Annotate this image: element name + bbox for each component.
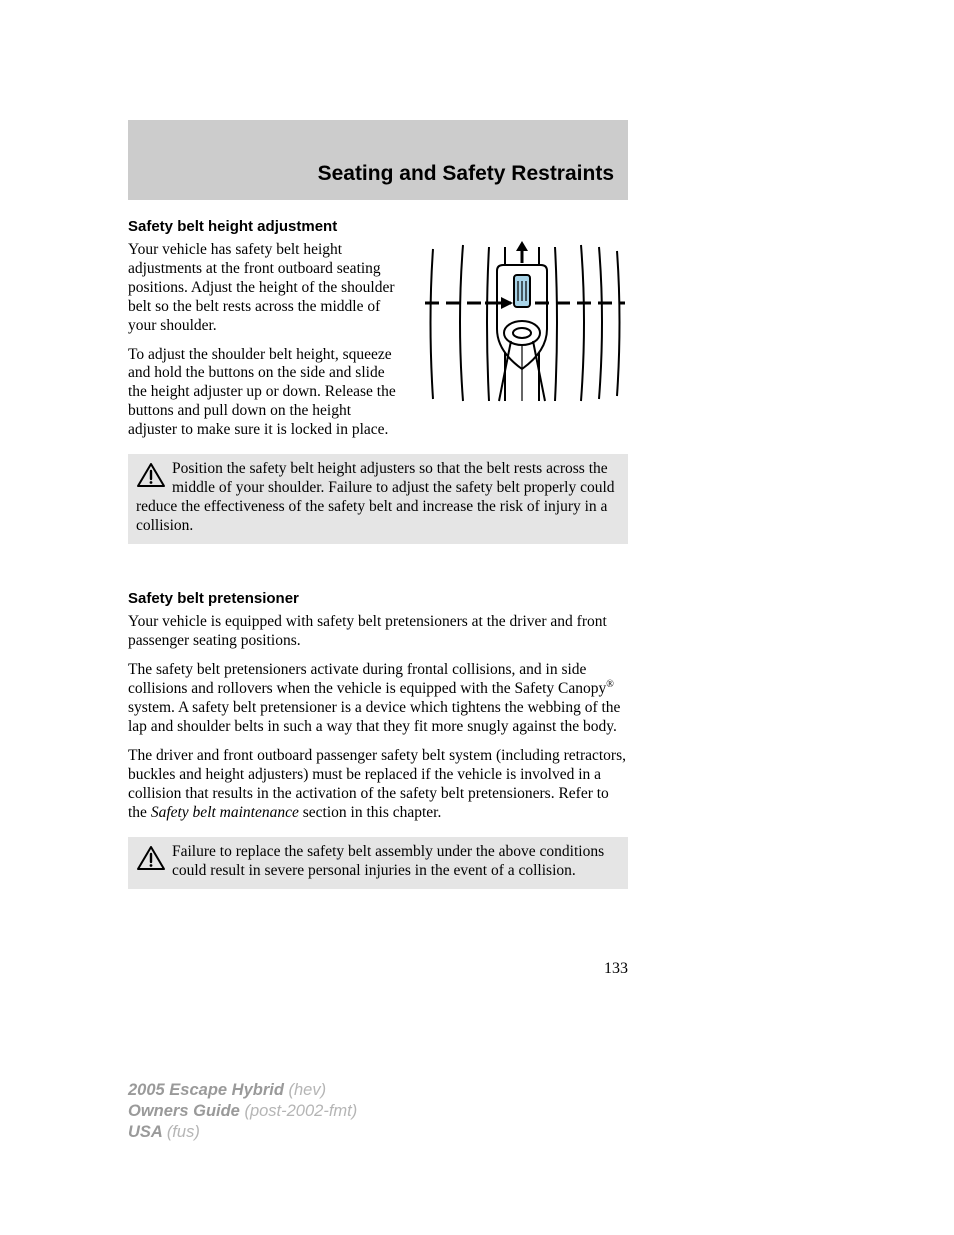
section2-warning-text: Failure to replace the safety belt assem… bbox=[136, 843, 620, 881]
section2-p3: The driver and front outboard passenger … bbox=[128, 747, 628, 823]
section2-p3-italic: Safety belt maintenance bbox=[151, 804, 299, 821]
registered-mark: ® bbox=[606, 679, 614, 690]
section1-text-column: Your vehicle has safety belt height adju… bbox=[128, 241, 403, 450]
section2-heading: Safety belt pretensioner bbox=[128, 590, 628, 607]
footer-block: 2005 Escape Hybrid (hev) Owners Guide (p… bbox=[128, 1080, 357, 1143]
section1-p2: To adjust the shoulder belt height, sque… bbox=[128, 346, 403, 441]
chapter-header-band: Seating and Safety Restraints bbox=[128, 120, 628, 200]
footer-guide-code: (post-2002-fmt) bbox=[244, 1102, 357, 1120]
footer-region: USA bbox=[128, 1123, 167, 1141]
section1-warning-text: Position the safety belt height adjuster… bbox=[136, 460, 620, 536]
footer-vehicle: 2005 Escape Hybrid bbox=[128, 1081, 289, 1099]
footer-guide: Owners Guide bbox=[128, 1102, 244, 1120]
belt-adjuster-figure bbox=[421, 241, 628, 403]
section2-p2: The safety belt pretensioners activate d… bbox=[128, 661, 628, 738]
section2-p2a: The safety belt pretensioners activate d… bbox=[128, 661, 606, 698]
section1-body-row: Your vehicle has safety belt height adju… bbox=[128, 241, 628, 450]
section2-warning-content: Failure to replace the safety belt assem… bbox=[172, 843, 604, 879]
section2-p1: Your vehicle is equipped with safety bel… bbox=[128, 613, 628, 651]
chapter-title: Seating and Safety Restraints bbox=[318, 162, 614, 186]
footer-line1: 2005 Escape Hybrid (hev) bbox=[128, 1080, 357, 1101]
section1-warning-box: Position the safety belt height adjuster… bbox=[128, 454, 628, 544]
section2-warning-box: Failure to replace the safety belt assem… bbox=[128, 837, 628, 889]
section1-warning-content: Position the safety belt height adjuster… bbox=[136, 460, 615, 534]
page-content: Safety belt height adjustment Your vehic… bbox=[128, 218, 628, 889]
section2-p3b: section in this chapter. bbox=[299, 804, 441, 821]
page-number: 133 bbox=[604, 960, 628, 978]
warning-triangle-icon bbox=[136, 845, 166, 877]
footer-region-code: (fus) bbox=[167, 1123, 200, 1141]
warning-triangle-icon bbox=[136, 462, 166, 494]
section1-heading: Safety belt height adjustment bbox=[128, 218, 628, 235]
footer-line2: Owners Guide (post-2002-fmt) bbox=[128, 1101, 357, 1122]
footer-vehicle-code: (hev) bbox=[289, 1081, 327, 1099]
section2-p2b: system. A safety belt pretensioner is a … bbox=[128, 699, 620, 735]
section1-p1: Your vehicle has safety belt height adju… bbox=[128, 241, 403, 336]
footer-line3: USA (fus) bbox=[128, 1122, 357, 1143]
